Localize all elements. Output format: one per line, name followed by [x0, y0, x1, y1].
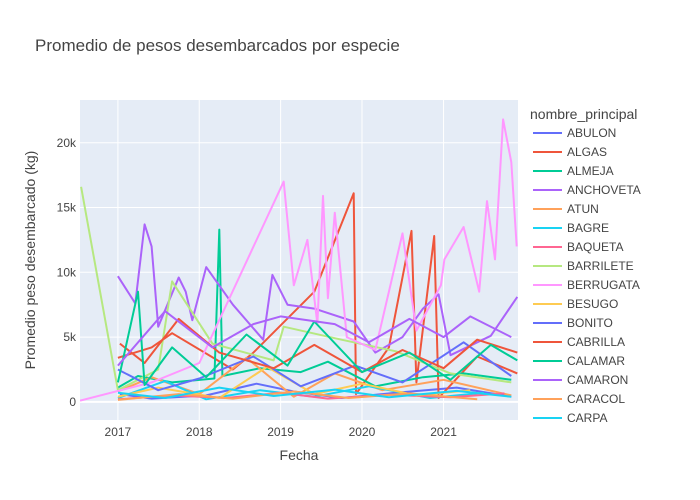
series-line-cabrilla	[119, 317, 518, 374]
legend[interactable]: nombre_principal ABULON ALGAS ALMEJA ANCHOV…	[530, 106, 641, 425]
series-line-anchoveta	[117, 223, 518, 357]
legend-item-barrilete[interactable]: BARRILETE	[533, 259, 634, 273]
x-axis-ticks: 2017 2018 2019 2020 2021	[105, 425, 458, 439]
legend-label: ANCHOVETA	[567, 183, 641, 197]
legend-label: ALMEJA	[567, 164, 614, 178]
series-line-calamar	[116, 290, 518, 386]
y-axis-ticks: 0 5k 10k 15k 20k	[57, 136, 77, 409]
x-tick-label: 2017	[105, 425, 132, 439]
legend-label: CARACOL	[567, 392, 625, 406]
x-tick-label: 2020	[349, 425, 376, 439]
legend-label: ALGAS	[567, 145, 607, 159]
legend-label: BAQUETA	[567, 240, 623, 254]
legend-item-caracol[interactable]: CARACOL	[533, 392, 625, 406]
legend-item-anchoveta[interactable]: ANCHOVETA	[533, 183, 641, 197]
x-axis-title: Fecha	[280, 447, 319, 463]
y-tick-label: 0	[69, 395, 76, 409]
legend-item-carpa[interactable]: CARPA	[533, 411, 607, 425]
x-tick-label: 2019	[267, 425, 294, 439]
series-line-camaron	[117, 310, 512, 367]
legend-viewport[interactable]: ABULON ALGAS ALMEJA ANCHOVETA ATUN BAGRE BAQUE…	[533, 126, 641, 425]
x-tick-label: 2018	[186, 425, 213, 439]
legend-item-baqueta[interactable]: BAQUETA	[533, 240, 623, 254]
legend-label: BONITO	[567, 316, 613, 330]
legend-label: ABULON	[567, 126, 616, 140]
y-tick-label: 5k	[63, 330, 77, 344]
legend-item-berrugata[interactable]: BERRUGATA	[533, 278, 640, 292]
legend-item-abulon[interactable]: ABULON	[533, 126, 616, 140]
legend-label: CALAMAR	[567, 354, 625, 368]
legend-item-atun[interactable]: ATUN	[533, 202, 599, 216]
x-tick-label: 2021	[430, 425, 457, 439]
legend-item-bonito[interactable]: BONITO	[533, 316, 613, 330]
legend-label: BARRILETE	[567, 259, 634, 273]
series-line-caracol	[117, 390, 478, 401]
series-lines	[80, 118, 518, 402]
legend-item-cabrilla[interactable]: CABRILLA	[533, 335, 625, 349]
legend-label: CAMARON	[567, 373, 628, 387]
legend-label: CARPA	[567, 411, 607, 425]
legend-label: BERRUGATA	[567, 278, 640, 292]
legend-item-bagre[interactable]: BAGRE	[533, 221, 609, 235]
chart-title: Promedio de pesos desembarcados por espe…	[35, 36, 400, 55]
y-tick-label: 20k	[57, 136, 77, 150]
series-line-carpa	[117, 386, 512, 399]
series-line-algas	[117, 192, 518, 399]
legend-item-camaron[interactable]: CAMARON	[533, 373, 628, 387]
legend-label: BESUGO	[567, 297, 618, 311]
y-axis-title: Promedio peso desembarcado (kg)	[22, 151, 38, 370]
y-tick-label: 10k	[57, 265, 77, 279]
series-line-bonito	[117, 341, 512, 392]
legend-label: CABRILLA	[567, 335, 625, 349]
legend-item-besugo[interactable]: BESUGO	[533, 297, 618, 311]
legend-title: nombre_principal	[530, 106, 637, 122]
legend-item-algas[interactable]: ALGAS	[533, 145, 607, 159]
y-tick-label: 15k	[57, 201, 77, 215]
legend-items[interactable]: ABULON ALGAS ALMEJA ANCHOVETA ATUN BAGRE BAQUE…	[533, 126, 641, 425]
series-line-berrugata	[80, 118, 518, 402]
plot-area	[80, 118, 518, 402]
legend-label: ATUN	[567, 202, 599, 216]
legend-item-almeja[interactable]: ALMEJA	[533, 164, 614, 178]
legend-item-calamar[interactable]: CALAMAR	[533, 354, 625, 368]
legend-label: BAGRE	[567, 221, 609, 235]
